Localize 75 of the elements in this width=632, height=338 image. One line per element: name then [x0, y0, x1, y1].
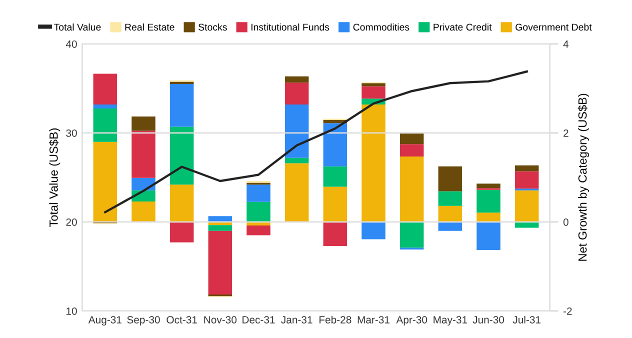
y-tick-label: 30 [66, 129, 77, 137]
bar [514, 165, 539, 172]
legend-label: Institutional Funds [251, 23, 330, 31]
bar [246, 226, 270, 236]
x-tick-label: Mar-31 [358, 316, 390, 324]
x-tick-label: May-31 [434, 316, 468, 326]
bar [170, 84, 194, 127]
bar [93, 74, 118, 104]
x-tick-label: Oct-31 [166, 316, 197, 324]
legend-label: Real Estate [125, 23, 174, 31]
x-tick-label: Nov-30 [204, 316, 237, 324]
bar [170, 222, 194, 242]
bar [400, 156, 424, 222]
x-tick-label: Aug-31 [88, 316, 122, 326]
bar [438, 166, 462, 192]
bar [438, 222, 462, 231]
bar [132, 130, 156, 178]
bar [284, 82, 309, 104]
y-tick-label: 40 [66, 40, 77, 48]
bar [476, 184, 500, 188]
bar [284, 163, 309, 222]
bar [132, 201, 156, 222]
y-axis-title: Total Value (US$B) [48, 128, 60, 227]
bar [438, 191, 462, 206]
bar [208, 216, 232, 222]
bar [476, 190, 500, 213]
x-tick-label: Jan-31 [281, 316, 312, 324]
y2-tick-label: 0 [563, 218, 568, 226]
bar [246, 184, 270, 202]
bar [476, 222, 500, 250]
legend-label: Private Credit [434, 23, 492, 31]
bar [362, 104, 386, 222]
bar [323, 186, 348, 222]
bar [514, 171, 539, 189]
x-tick-label: Dec-31 [242, 316, 275, 324]
y2-axis-title: Net Growth by Category (US$B) [578, 94, 590, 261]
bar [514, 190, 539, 222]
bar [208, 225, 232, 231]
bar [400, 133, 424, 144]
bar [284, 158, 309, 164]
x-tick-label: Apr-30 [396, 316, 428, 326]
x-tick-label: Jul-31 [512, 316, 541, 324]
bar [323, 166, 348, 187]
bar [476, 212, 500, 222]
y-tick-label: 20 [66, 218, 77, 226]
bar [284, 76, 309, 83]
bar [93, 142, 118, 222]
bar [208, 230, 232, 294]
bar [93, 108, 118, 142]
bar [93, 104, 118, 108]
bar [362, 222, 386, 240]
bar [362, 83, 386, 86]
x-tick-label: Sep-30 [127, 316, 160, 326]
y2-tick-label: 2 [564, 129, 568, 137]
y2-tick-label: 4 [563, 40, 569, 48]
legend-label: Commodities [353, 23, 410, 31]
x-tick-label: Jun-30 [472, 316, 504, 324]
y-tick-label: 10 [66, 307, 77, 315]
bar [132, 116, 156, 131]
bar [170, 126, 194, 185]
x-tick-label: Feb-28 [320, 316, 352, 324]
bar [323, 123, 348, 166]
bar [284, 104, 309, 158]
bar [170, 184, 194, 222]
bar [438, 206, 462, 222]
bar [400, 222, 424, 248]
line-series [104, 70, 528, 214]
legend-label: Stocks [198, 23, 227, 31]
bar [246, 202, 270, 222]
bar [400, 144, 424, 157]
bar [323, 222, 348, 246]
legend-label: Government Debt [516, 23, 592, 31]
bar [362, 86, 386, 99]
y2-tick-label: -2 [563, 307, 572, 315]
legend-label: Total Value [54, 23, 101, 31]
